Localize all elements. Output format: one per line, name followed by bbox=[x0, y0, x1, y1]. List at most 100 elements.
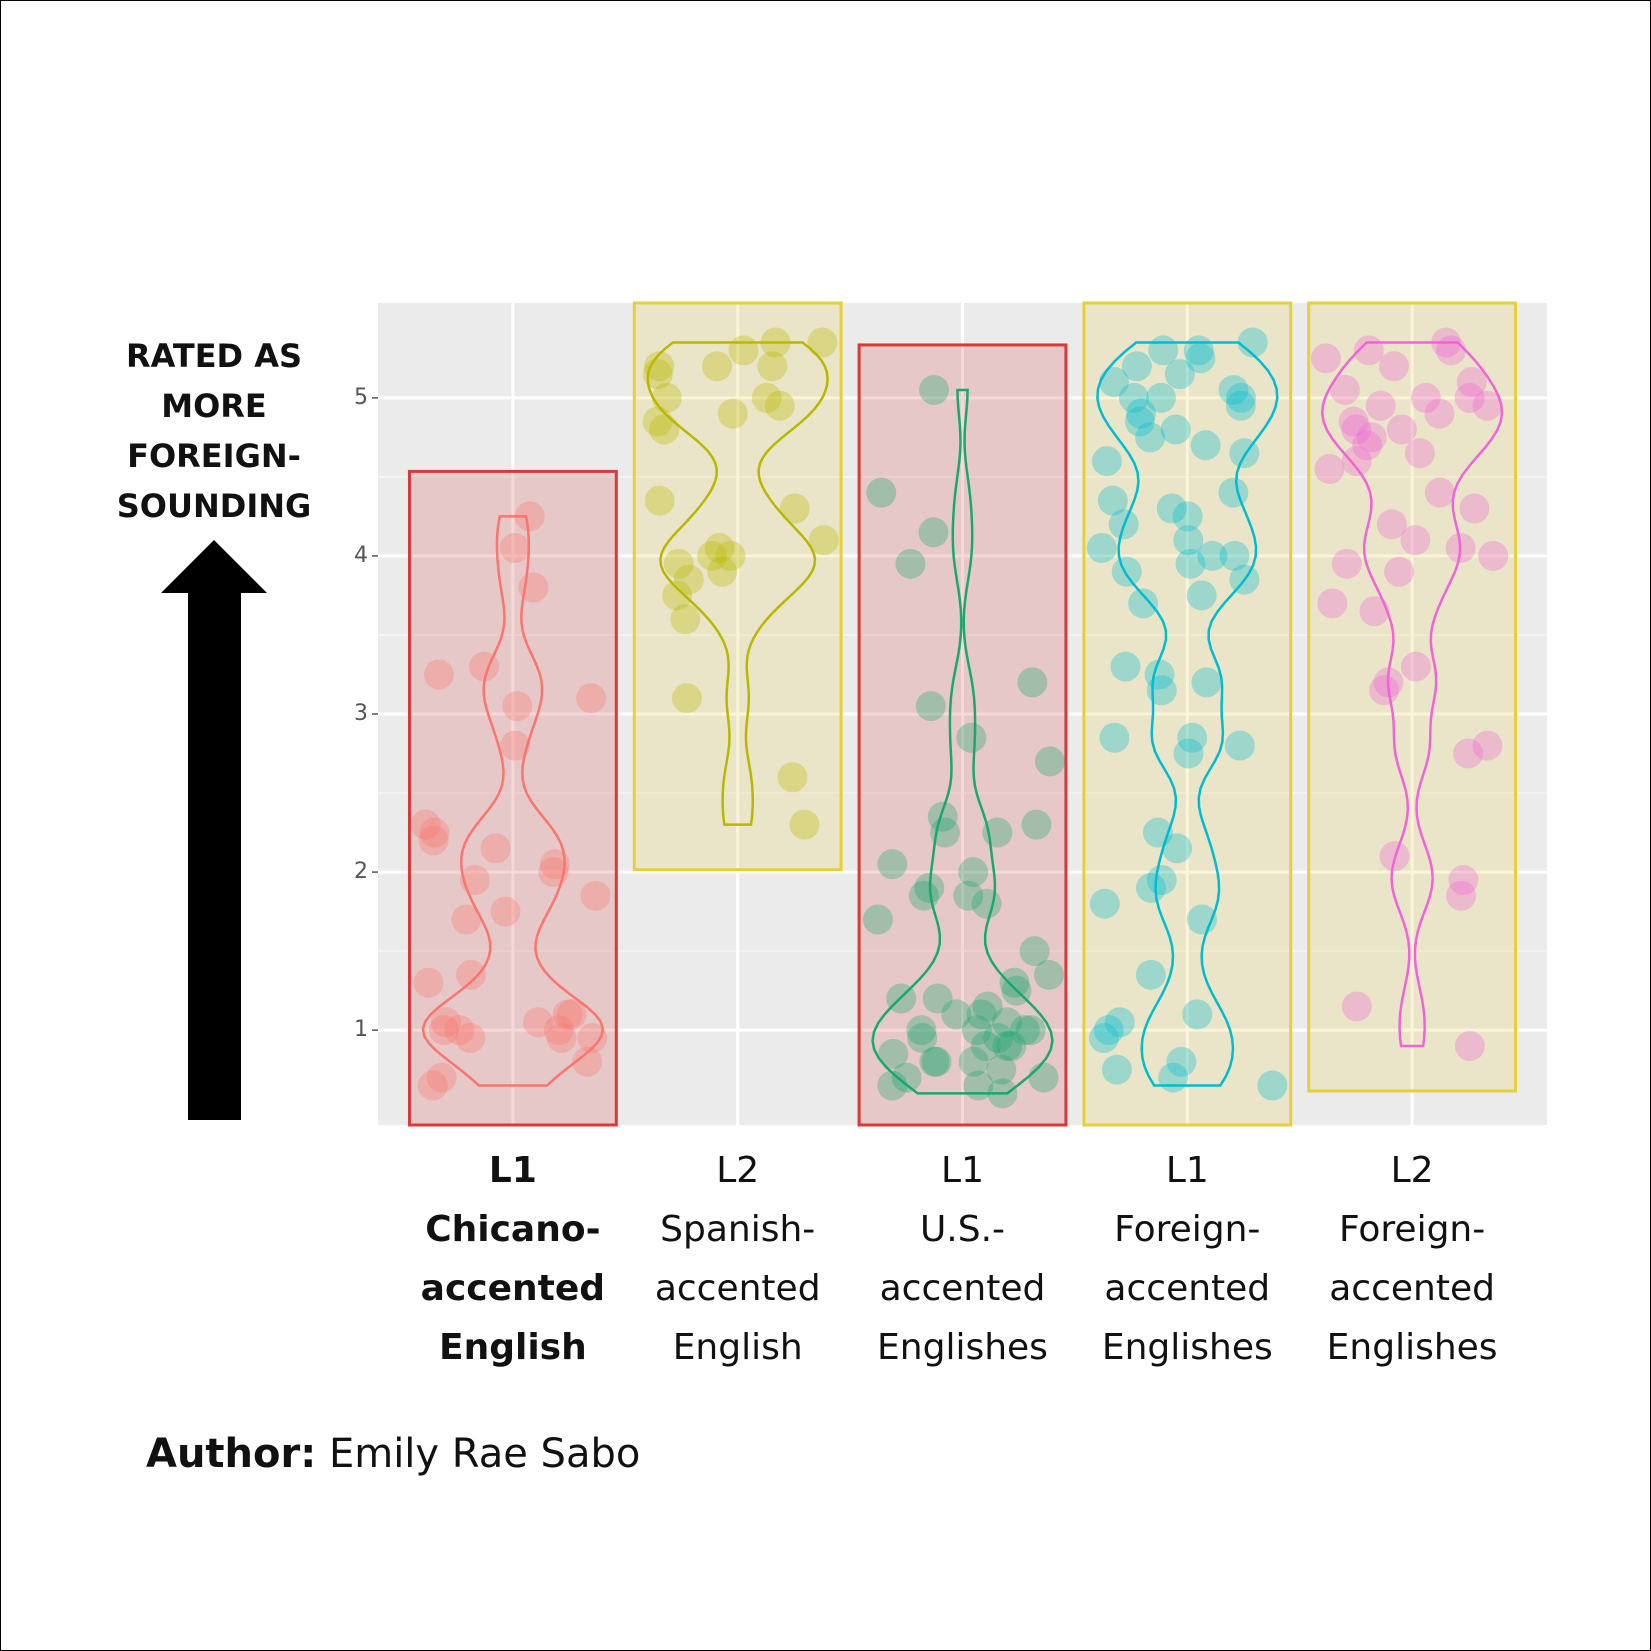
dot bbox=[444, 1015, 475, 1046]
dot bbox=[958, 857, 989, 888]
dot bbox=[958, 1046, 989, 1077]
dot bbox=[1019, 936, 1050, 967]
y-tick-label: 4 bbox=[354, 543, 368, 568]
highlight-box bbox=[407, 469, 618, 1127]
dot bbox=[1219, 540, 1250, 571]
dot bbox=[500, 730, 531, 761]
dot bbox=[1341, 414, 1372, 445]
dot bbox=[1456, 367, 1487, 398]
dot bbox=[1218, 374, 1249, 405]
dot bbox=[1225, 390, 1256, 421]
dot bbox=[1229, 438, 1260, 469]
dot bbox=[1121, 351, 1152, 382]
y-tick-label: 1 bbox=[354, 1017, 368, 1042]
dot bbox=[1110, 651, 1141, 682]
dot bbox=[807, 327, 838, 358]
dot bbox=[651, 382, 682, 413]
dot bbox=[919, 374, 950, 405]
dot bbox=[642, 406, 673, 437]
dot bbox=[1191, 667, 1222, 698]
dot bbox=[1341, 446, 1372, 477]
dot bbox=[1136, 872, 1167, 903]
dot bbox=[1158, 1062, 1189, 1093]
dot bbox=[642, 359, 673, 390]
highlight-box bbox=[857, 343, 1068, 1127]
dot bbox=[1225, 382, 1256, 413]
dot bbox=[1118, 382, 1149, 413]
dot bbox=[1454, 1030, 1485, 1061]
axis-annotation: RATED AS MORE FOREIGN- SOUNDING bbox=[116, 337, 312, 525]
dot bbox=[908, 880, 939, 911]
dot bbox=[1162, 833, 1193, 864]
dot bbox=[413, 967, 444, 998]
dot bbox=[914, 872, 945, 903]
dot bbox=[1353, 335, 1384, 366]
dot bbox=[966, 999, 997, 1030]
dot bbox=[961, 1015, 992, 1046]
dot bbox=[1125, 398, 1156, 429]
dot bbox=[423, 659, 454, 690]
dot bbox=[1160, 414, 1191, 445]
dot bbox=[1237, 327, 1268, 358]
dot bbox=[1472, 390, 1503, 421]
dot bbox=[764, 390, 795, 421]
dot bbox=[970, 1030, 1001, 1061]
dot bbox=[715, 540, 746, 571]
dot bbox=[992, 1007, 1023, 1038]
dot bbox=[1257, 1070, 1288, 1101]
dot bbox=[983, 1023, 1014, 1054]
y-tick-label: 3 bbox=[354, 701, 368, 726]
x-tick-label: L2 Spanish- accented English bbox=[654, 1150, 821, 1368]
dot bbox=[922, 983, 953, 1014]
dot bbox=[1376, 509, 1407, 540]
dot bbox=[1224, 730, 1255, 761]
dot bbox=[1329, 374, 1360, 405]
dot bbox=[1404, 438, 1435, 469]
x-tick-label: L1 U.S.- accented Englishes bbox=[877, 1150, 1048, 1368]
dot bbox=[1331, 548, 1362, 579]
dot bbox=[518, 572, 549, 603]
dot bbox=[987, 1078, 1018, 1109]
violin bbox=[1320, 341, 1504, 1048]
dot bbox=[1091, 446, 1122, 477]
dot bbox=[1424, 398, 1455, 429]
dot bbox=[1197, 540, 1228, 571]
x-tick-label: L1 Foreign- accented Englishes bbox=[1101, 1150, 1273, 1368]
dot bbox=[663, 548, 694, 579]
dot bbox=[982, 817, 1013, 848]
dot bbox=[1034, 746, 1065, 777]
arrow-head bbox=[161, 540, 267, 593]
dot bbox=[1459, 493, 1490, 524]
dot bbox=[915, 691, 946, 722]
dot bbox=[971, 888, 1002, 919]
dot bbox=[502, 691, 533, 722]
dot bbox=[671, 683, 702, 714]
dot bbox=[1089, 888, 1120, 919]
dot bbox=[1369, 675, 1400, 706]
dot bbox=[576, 683, 607, 714]
dot bbox=[514, 501, 545, 532]
dot bbox=[941, 999, 972, 1030]
dot bbox=[1021, 809, 1052, 840]
dot bbox=[953, 880, 984, 911]
dot bbox=[1365, 390, 1396, 421]
credit-name: Emily Rae Sabo bbox=[328, 1431, 641, 1477]
dot bbox=[1454, 382, 1485, 413]
dot bbox=[1175, 548, 1206, 579]
dot bbox=[707, 556, 738, 587]
dot bbox=[728, 335, 759, 366]
dot bbox=[1093, 1015, 1124, 1046]
dot bbox=[1135, 959, 1166, 990]
dot bbox=[760, 327, 791, 358]
dot bbox=[1142, 817, 1173, 848]
dot bbox=[1185, 343, 1216, 374]
dot bbox=[921, 1046, 952, 1077]
dot bbox=[1156, 493, 1187, 524]
dot bbox=[906, 1015, 937, 1046]
dot bbox=[1124, 406, 1155, 437]
dot bbox=[1445, 533, 1476, 564]
violin bbox=[646, 341, 829, 826]
dot bbox=[1386, 414, 1417, 445]
dot bbox=[929, 817, 960, 848]
dot bbox=[1379, 841, 1410, 872]
